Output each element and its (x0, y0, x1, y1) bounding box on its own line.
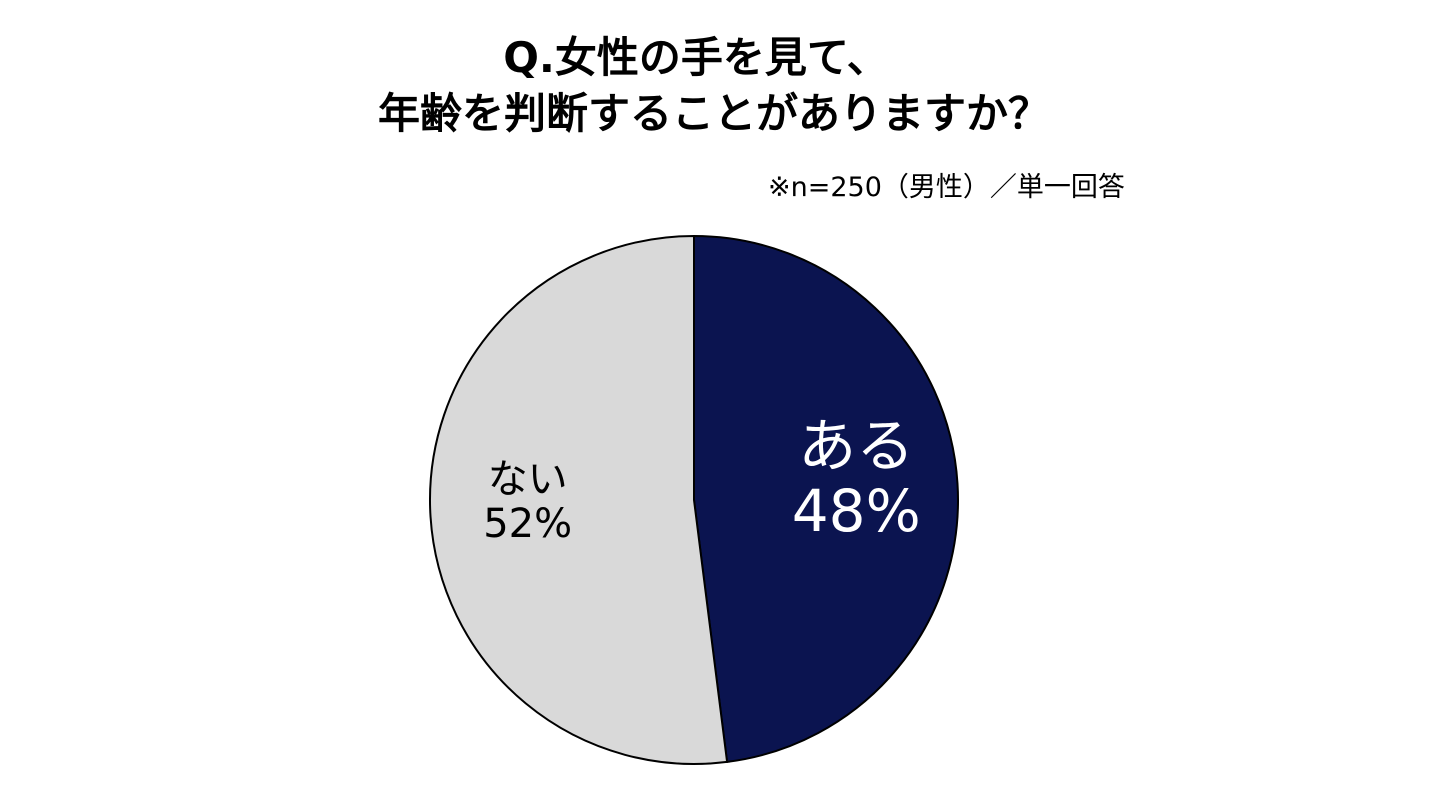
slice-value-1: 48% (792, 477, 921, 545)
slice-value-2: 52% (483, 501, 572, 547)
chart-title-line-1: Q.女性の手を見て、 (503, 33, 889, 82)
slice-label-2: ない (488, 456, 568, 502)
sample-note: ※n=250（男性）／単一回答 (768, 172, 1125, 203)
pie-slice-1 (693, 234, 959, 764)
chart-title-line-2: 年齢を判断することがありますか？ (377, 89, 1050, 138)
chart-title: Q.女性の手を見て、 年齢を判断することがありますか？ (0, 30, 1440, 142)
slice-label-1: ある (798, 412, 914, 480)
pie-slice-2 (429, 234, 729, 765)
